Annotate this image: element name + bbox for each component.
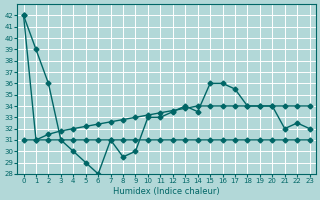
X-axis label: Humidex (Indice chaleur): Humidex (Indice chaleur) [113, 187, 220, 196]
